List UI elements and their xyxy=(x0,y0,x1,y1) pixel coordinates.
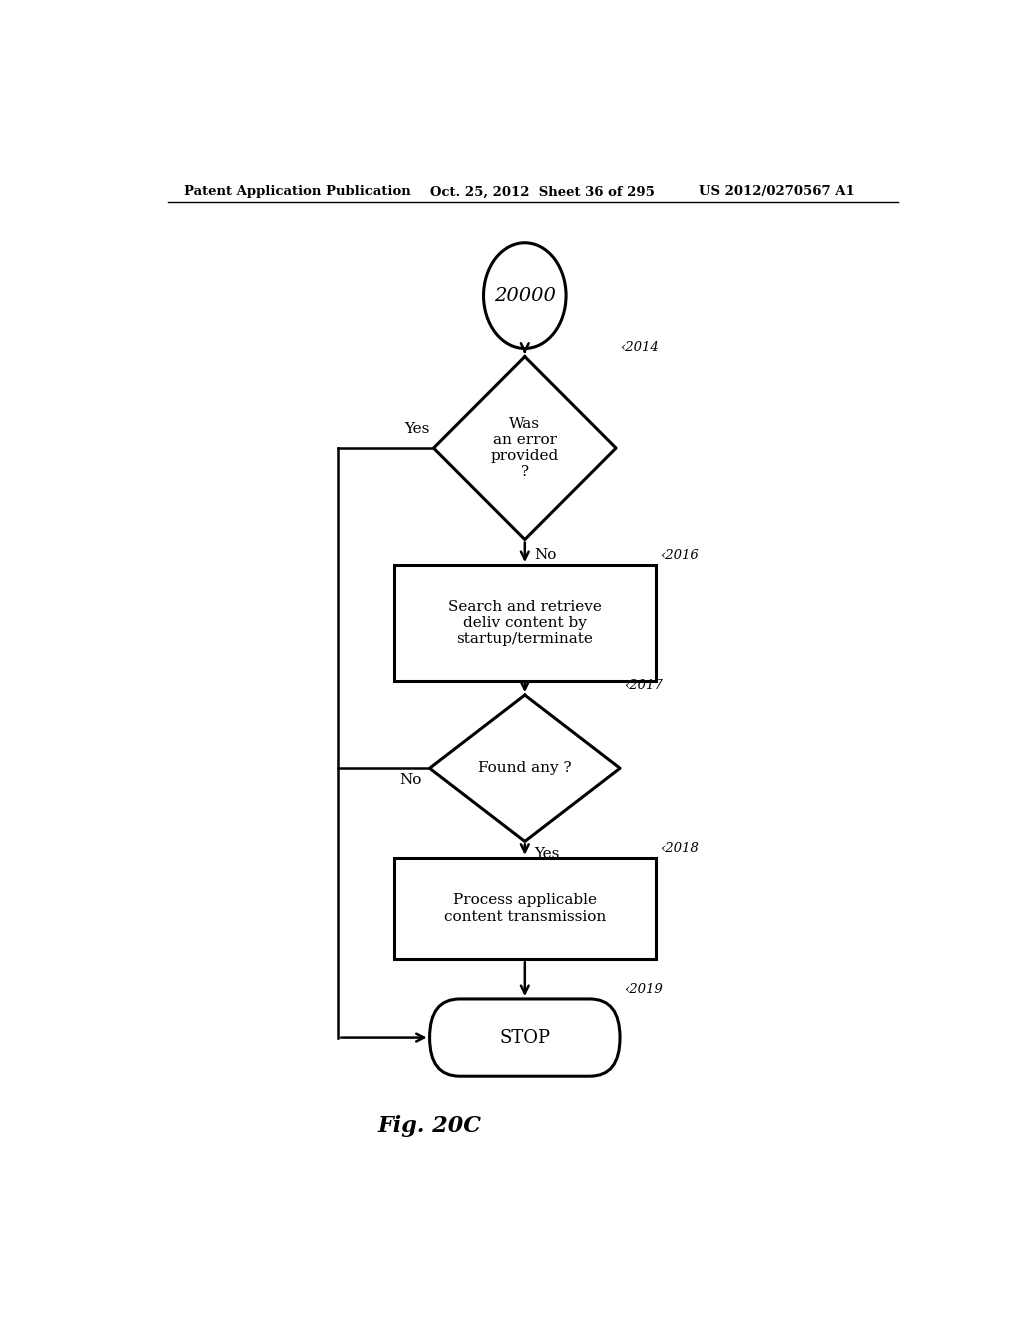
Text: Yes: Yes xyxy=(535,846,560,861)
Text: Yes: Yes xyxy=(404,422,430,436)
Text: Was
an error
provided
?: Was an error provided ? xyxy=(490,417,559,479)
Text: Fig. 20C: Fig. 20C xyxy=(378,1115,481,1137)
FancyBboxPatch shape xyxy=(394,565,655,681)
Text: Search and retrieve
deliv content by
startup/terminate: Search and retrieve deliv content by sta… xyxy=(447,599,602,645)
Text: Patent Application Publication: Patent Application Publication xyxy=(183,185,411,198)
Text: No: No xyxy=(399,774,422,787)
Text: STOP: STOP xyxy=(500,1028,550,1047)
Text: 20000: 20000 xyxy=(494,286,556,305)
Text: ‹2018: ‹2018 xyxy=(659,842,698,854)
Text: Process applicable
content transmission: Process applicable content transmission xyxy=(443,894,606,924)
FancyBboxPatch shape xyxy=(430,999,620,1076)
Text: Found any ?: Found any ? xyxy=(478,762,571,775)
FancyBboxPatch shape xyxy=(394,858,655,960)
Text: No: No xyxy=(535,548,557,562)
Text: ‹2019: ‹2019 xyxy=(624,983,663,995)
Text: ‹2016: ‹2016 xyxy=(659,549,698,562)
Text: ‹2017: ‹2017 xyxy=(624,678,663,692)
Text: US 2012/0270567 A1: US 2012/0270567 A1 xyxy=(699,185,855,198)
Text: ‹2014: ‹2014 xyxy=(620,341,658,354)
Text: Oct. 25, 2012  Sheet 36 of 295: Oct. 25, 2012 Sheet 36 of 295 xyxy=(430,185,654,198)
